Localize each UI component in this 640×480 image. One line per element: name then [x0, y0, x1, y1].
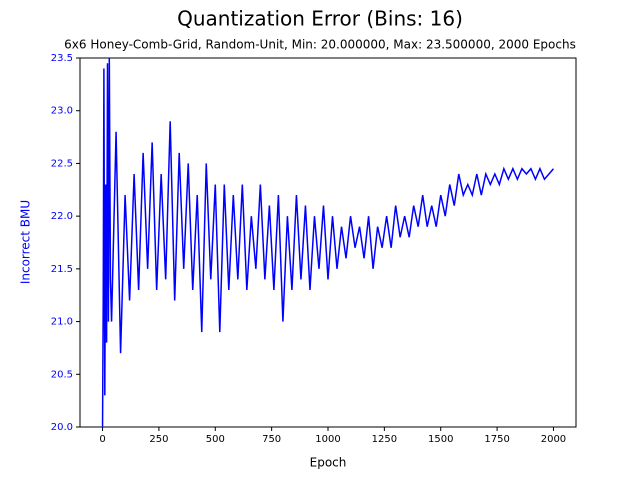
- y-tick-label: 20.0: [51, 422, 73, 433]
- y-tick-label: 21.0: [51, 317, 73, 328]
- y-tick-label: 23.5: [51, 53, 73, 64]
- y-tick-label: 20.5: [51, 369, 73, 380]
- y-tick-label: 23.0: [51, 106, 73, 117]
- chart-title: Quantization Error (Bins: 16): [177, 7, 463, 31]
- x-tick-label: 1500: [428, 434, 453, 445]
- x-tick-label: 250: [149, 434, 168, 445]
- y-axis-label: Incorrect BMU: [19, 200, 33, 284]
- data-line: [101, 57, 555, 428]
- x-tick-label: 1250: [372, 434, 397, 445]
- x-tick-label: 750: [262, 434, 281, 445]
- chart-subtitle: 6x6 Honey-Comb-Grid, Random-Unit, Min: 2…: [64, 38, 576, 52]
- x-tick-label: 0: [99, 434, 105, 445]
- y-tick-label: 21.5: [51, 264, 73, 275]
- x-tick-label: 500: [206, 434, 225, 445]
- y-tick-label: 22.0: [51, 211, 73, 222]
- x-tick-label: 1750: [484, 434, 509, 445]
- plot-frame: [79, 57, 577, 428]
- x-tick-label: 2000: [541, 434, 566, 445]
- x-tick-label: 1000: [315, 434, 340, 445]
- x-axis-label: Epoch: [310, 456, 347, 470]
- y-tick-label: 22.5: [51, 158, 73, 169]
